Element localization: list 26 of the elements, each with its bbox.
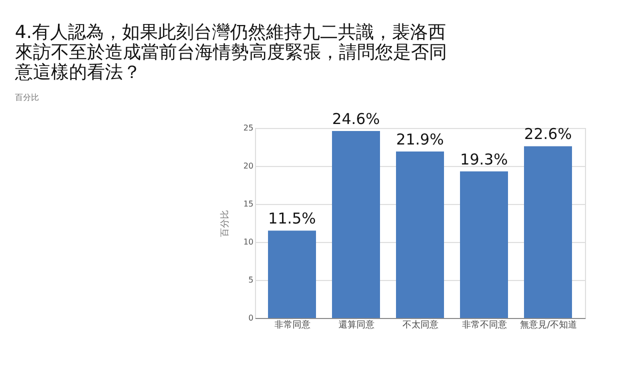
bar [460, 171, 508, 318]
text: 意這樣的看法？ [14, 62, 141, 84]
x-tick-label: 不太同意 [402, 320, 438, 330]
y-tick-label: 15 [243, 200, 254, 208]
text: 百分比 [14, 93, 39, 102]
data-label: 11.5% [268, 210, 316, 228]
x-tick-label: 還算同意 [338, 320, 374, 330]
y-tick-label: 0 [248, 314, 254, 322]
data-label: 19.3% [460, 150, 508, 168]
y-tick-label: 20 [243, 162, 254, 170]
bar [524, 146, 572, 318]
y-tick-label: 10 [243, 238, 254, 246]
text: 來訪不至於造成當前台海情勢高度緊張，請問您是否同 [14, 42, 447, 64]
x-tick-label: 非常同意 [274, 320, 310, 330]
data-label: 24.6% [332, 110, 380, 128]
y-tick-label: 5 [248, 276, 254, 284]
bar [396, 152, 444, 318]
x-tick-label: 無意見/不知道 [520, 320, 578, 330]
bar [332, 131, 380, 318]
y-tick-label: 25 [243, 124, 254, 132]
x-tick-label: 非常不同意 [462, 320, 507, 330]
data-label: 22.6% [524, 125, 572, 144]
y-axis-title: 百分比 [219, 210, 230, 237]
bar [268, 230, 316, 318]
text: 4.有人認為，如果此刻台灣仍然維持九二共識，裴洛西 [14, 22, 446, 44]
data-label: 21.9% [396, 130, 444, 149]
